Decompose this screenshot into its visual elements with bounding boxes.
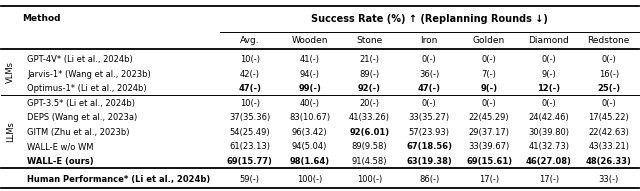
Text: 36(-): 36(-) [419,70,440,79]
Text: 98(1.64): 98(1.64) [290,156,330,165]
Text: 100(-): 100(-) [357,175,382,184]
Text: Wooden: Wooden [291,36,328,45]
Text: 0(-): 0(-) [602,55,616,64]
Text: 33(39.67): 33(39.67) [468,142,509,151]
Text: 94(5.04): 94(5.04) [292,142,327,151]
Text: 0(-): 0(-) [422,55,436,64]
Text: 33(-): 33(-) [598,175,619,184]
Text: WALL-E (ours): WALL-E (ours) [27,156,93,165]
Text: 0(-): 0(-) [541,99,556,108]
Text: 25(-): 25(-) [597,84,620,93]
Text: 22(42.63): 22(42.63) [588,128,629,137]
Text: LLMs: LLMs [6,121,15,142]
Text: 47(-): 47(-) [418,84,441,93]
Text: Iron: Iron [420,36,438,45]
Text: 96(3.42): 96(3.42) [292,128,328,137]
Text: 67(18.56): 67(18.56) [406,142,452,151]
Text: 9(-): 9(-) [541,70,556,79]
Text: 59(-): 59(-) [240,175,260,184]
Text: Stone: Stone [356,36,383,45]
Text: 57(23.93): 57(23.93) [409,128,450,137]
Text: 48(26.33): 48(26.33) [586,156,632,165]
Text: 16(-): 16(-) [598,70,619,79]
Text: 10(-): 10(-) [240,55,260,64]
Text: GITM (Zhu et al., 2023b): GITM (Zhu et al., 2023b) [27,128,129,137]
Text: Optimus-1* (Li et al., 2024b): Optimus-1* (Li et al., 2024b) [27,84,147,93]
Text: 0(-): 0(-) [422,99,436,108]
Text: 54(25.49): 54(25.49) [230,128,270,137]
Text: 41(33.26): 41(33.26) [349,113,390,122]
Text: 12(-): 12(-) [538,84,561,93]
Text: 42(-): 42(-) [240,70,260,79]
Text: 41(32.73): 41(32.73) [529,142,570,151]
Text: 17(45.22): 17(45.22) [588,113,629,122]
Text: Diamond: Diamond [529,36,569,45]
Text: 61(23.13): 61(23.13) [229,142,270,151]
Text: GPT-3.5* (Li et al., 2024b): GPT-3.5* (Li et al., 2024b) [27,99,135,108]
Text: 92(-): 92(-) [358,84,381,93]
Text: Golden: Golden [473,36,505,45]
Text: 47(-): 47(-) [238,84,261,93]
Text: Jarvis-1* (Wang et al., 2023b): Jarvis-1* (Wang et al., 2023b) [27,70,150,79]
Text: 10(-): 10(-) [240,99,260,108]
Text: 89(9.58): 89(9.58) [351,142,387,151]
Text: 9(-): 9(-) [481,84,498,93]
Text: 20(-): 20(-) [360,99,380,108]
Text: Success Rate (%) ↑ (Replanning Rounds ↓): Success Rate (%) ↑ (Replanning Rounds ↓) [311,14,548,24]
Text: 0(-): 0(-) [602,99,616,108]
Text: 89(-): 89(-) [360,70,380,79]
Text: 21(-): 21(-) [360,55,380,64]
Text: DEPS (Wang et al., 2023a): DEPS (Wang et al., 2023a) [27,113,137,122]
Text: 91(4.58): 91(4.58) [352,156,387,165]
Text: 17(-): 17(-) [539,175,559,184]
Text: 7(-): 7(-) [482,70,497,79]
Text: GPT-4V* (Li et al., 2024b): GPT-4V* (Li et al., 2024b) [27,55,132,64]
Text: 86(-): 86(-) [419,175,440,184]
Text: 41(-): 41(-) [300,55,319,64]
Text: 29(37.17): 29(37.17) [468,128,509,137]
Text: 17(-): 17(-) [479,175,499,184]
Text: 94(-): 94(-) [300,70,319,79]
Text: Human Performance* (Li et al., 2024b): Human Performance* (Li et al., 2024b) [27,175,210,184]
Text: 0(-): 0(-) [482,55,497,64]
Text: 40(-): 40(-) [300,99,319,108]
Text: 69(15.77): 69(15.77) [227,156,273,165]
Text: 92(6.01): 92(6.01) [349,128,390,137]
Text: 69(15.61): 69(15.61) [466,156,512,165]
Text: VLMs: VLMs [6,61,15,83]
Text: Redstone: Redstone [588,36,630,45]
Text: 33(35.27): 33(35.27) [409,113,450,122]
Text: 30(39.80): 30(39.80) [529,128,570,137]
Text: WALL-E w/o WM: WALL-E w/o WM [27,142,93,151]
Text: Avg.: Avg. [240,36,260,45]
Text: 83(10.67): 83(10.67) [289,113,330,122]
Text: 0(-): 0(-) [482,99,497,108]
Text: 24(42.46): 24(42.46) [529,113,569,122]
Text: 63(19.38): 63(19.38) [406,156,452,165]
Text: 37(35.36): 37(35.36) [229,113,271,122]
Text: 99(-): 99(-) [298,84,321,93]
Text: 43(33.21): 43(33.21) [588,142,629,151]
Text: Method: Method [22,15,61,23]
Text: 100(-): 100(-) [297,175,323,184]
Text: 22(45.29): 22(45.29) [468,113,509,122]
Text: 0(-): 0(-) [541,55,556,64]
Text: 46(27.08): 46(27.08) [526,156,572,165]
